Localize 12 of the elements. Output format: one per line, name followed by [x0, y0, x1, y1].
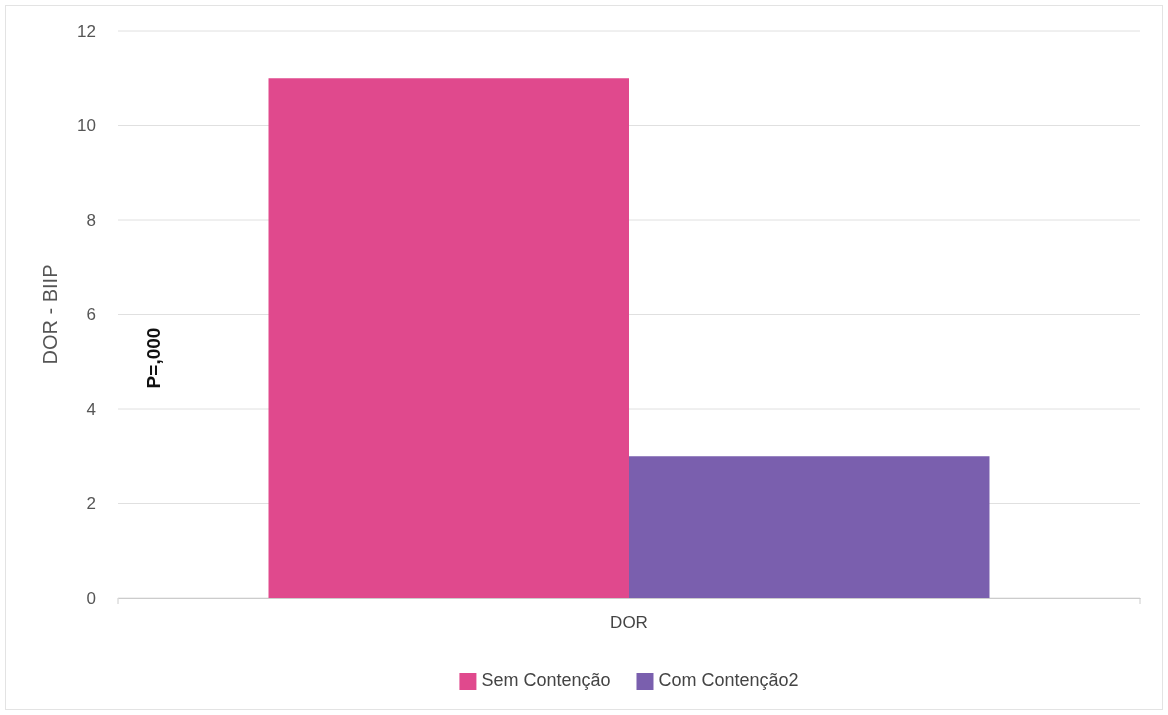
y-tick-label: 2 — [86, 494, 96, 514]
y-tick-label: 8 — [86, 210, 96, 230]
legend-label: Com Contenção2 — [658, 670, 799, 690]
y-tick-label: 4 — [86, 399, 96, 419]
y-tick-label: 6 — [86, 305, 96, 325]
x-tick-label: DOR — [610, 613, 648, 633]
y-tick-label: 0 — [86, 588, 96, 608]
legend-label: Sem Contenção — [481, 670, 611, 690]
y-axis-title: DOR - BIIP — [39, 264, 61, 365]
y-tick-label: 10 — [77, 116, 96, 136]
annotation: P=,000 — [143, 327, 164, 389]
y-tick-label: 12 — [77, 21, 96, 41]
